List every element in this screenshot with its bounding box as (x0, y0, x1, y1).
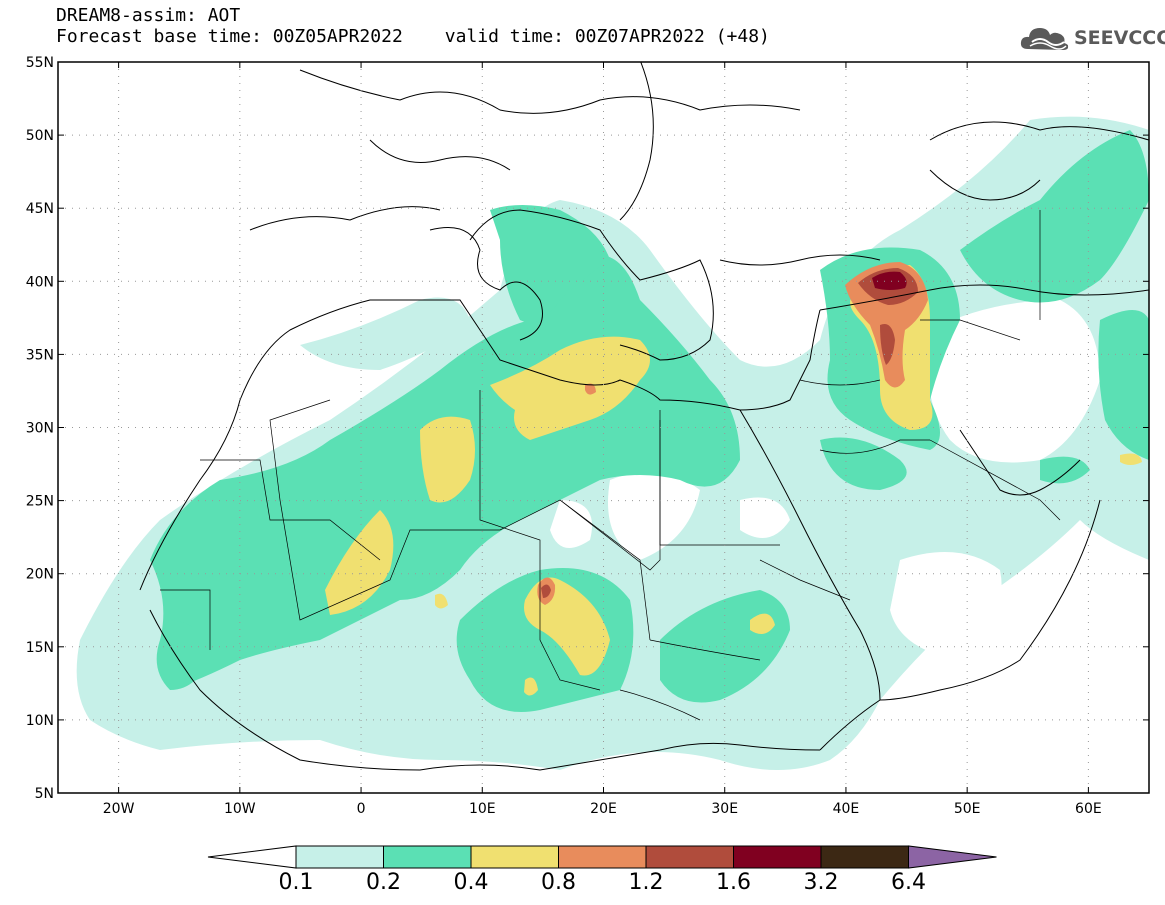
lon-tick-label: 30E (711, 801, 738, 817)
lon-tick-label: 10E (469, 801, 496, 817)
colorbar-segment (470, 845, 559, 869)
lat-tick-label: 15N (26, 640, 54, 656)
logo-text: SEEVCCC (1074, 27, 1165, 49)
colorbar: 0.1 0.2 0.4 0.8 1.2 1.6 3.2 6.4 (207, 845, 997, 895)
axis-ticks: 55N 50N 45N 40N 35N 30N 25N 20N 15N 10N 5N 20W 10W 0 1… (26, 55, 1149, 817)
gridlines (58, 61, 1149, 794)
lon-tick-label: 20W (103, 801, 135, 817)
lat-tick-label: 30N (26, 421, 54, 437)
colorbar-segment (383, 845, 472, 869)
lat-tick-label: 35N (26, 347, 54, 363)
time-info: Forecast base time: 00Z05APR2022 valid ti… (56, 27, 770, 47)
colorbar-segment (645, 845, 734, 869)
colorbar-label: 1.2 (629, 870, 664, 895)
colorbar-label: 0.2 (366, 870, 401, 895)
colorbar-segment (558, 845, 647, 869)
valid-time: valid time: 00Z07APR2022 (+48) (444, 26, 770, 47)
aot-clear-patches (478, 300, 1100, 660)
lat-tick-label: 10N (26, 713, 54, 729)
colorbar-segment (733, 845, 822, 869)
seevccc-logo: SEEVCCC (1018, 20, 1165, 56)
lon-tick-label: 40E (833, 801, 860, 817)
lat-tick-label: 5N (35, 786, 54, 802)
colorbar-label: 0.8 (541, 870, 576, 895)
cloud-icon (1020, 28, 1069, 50)
aot-level-1-6 (872, 271, 907, 290)
lat-tick-label: 40N (26, 274, 54, 290)
lon-tick-label: 20E (590, 801, 617, 817)
colorbar-label: 1.6 (716, 870, 751, 895)
map-title: DREAM8-assim: AOT (56, 5, 241, 26)
lon-tick-label: 10W (224, 801, 256, 817)
lat-tick-label: 25N (26, 494, 54, 510)
lat-tick-label: 45N (26, 201, 54, 217)
colorbar-high-arrow (908, 845, 997, 869)
colorbar-low-arrow (207, 845, 297, 869)
colorbar-label: 6.4 (891, 870, 926, 895)
lat-tick-label: 20N (26, 567, 54, 583)
lat-tick-label: 50N (26, 128, 54, 144)
coastlines (139, 62, 1149, 771)
base-time: Forecast base time: 00Z05APR2022 (56, 26, 403, 47)
colorbar-segment (295, 845, 384, 869)
lon-tick-label: 60E (1075, 801, 1102, 817)
lon-tick-label: 50E (954, 801, 981, 817)
colorbar-label: 3.2 (804, 870, 839, 895)
country-borders (160, 210, 1061, 721)
lon-tick-label: 0 (357, 801, 366, 817)
lat-tick-label: 55N (26, 55, 54, 71)
colorbar-segment (820, 845, 909, 869)
colorbar-label: 0.1 (279, 870, 314, 895)
colorbar-label: 0.4 (454, 870, 489, 895)
aot-shading (76, 116, 1149, 770)
